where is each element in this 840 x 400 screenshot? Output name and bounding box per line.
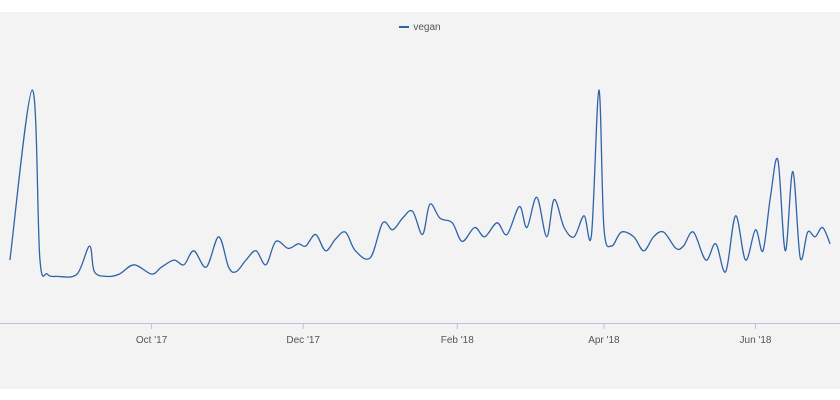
data-point[interactable] xyxy=(571,234,577,240)
data-point[interactable] xyxy=(333,236,339,242)
data-point[interactable] xyxy=(524,224,530,230)
data-point[interactable] xyxy=(651,234,657,240)
data-point[interactable] xyxy=(581,213,587,219)
data-point[interactable] xyxy=(790,169,796,175)
legend[interactable]: vegan xyxy=(0,22,840,33)
data-point[interactable] xyxy=(544,234,550,240)
x-tick-label: Jun '18 xyxy=(740,335,772,346)
data-point[interactable] xyxy=(427,201,433,207)
data-point[interactable] xyxy=(723,269,729,275)
data-point[interactable] xyxy=(295,241,301,247)
data-point[interactable] xyxy=(743,257,749,263)
data-point[interactable] xyxy=(588,231,594,237)
data-point[interactable] xyxy=(313,231,319,237)
data-point[interactable] xyxy=(159,264,165,270)
data-point[interactable] xyxy=(104,273,110,279)
series-line-vegan[interactable] xyxy=(9,89,831,278)
data-point[interactable] xyxy=(631,234,637,240)
x-tick-label: Dec '17 xyxy=(286,335,320,346)
data-point[interactable] xyxy=(149,271,155,277)
data-point[interactable] xyxy=(29,87,35,93)
data-point[interactable] xyxy=(323,248,329,254)
data-point[interactable] xyxy=(690,229,696,235)
data-point[interactable] xyxy=(203,264,209,270)
legend-label: vegan xyxy=(413,22,441,33)
legend-swatch xyxy=(399,26,410,29)
data-point[interactable] xyxy=(459,238,465,244)
data-point[interactable] xyxy=(419,231,425,237)
data-point[interactable] xyxy=(243,257,249,263)
data-point[interactable] xyxy=(618,229,624,235)
data-point[interactable] xyxy=(760,248,766,254)
data-point[interactable] xyxy=(812,234,818,240)
data-point[interactable] xyxy=(449,220,455,226)
x-tick-label: Feb '18 xyxy=(441,335,474,346)
data-point[interactable] xyxy=(233,269,239,275)
data-point[interactable] xyxy=(561,224,567,230)
data-point[interactable] xyxy=(86,243,92,249)
data-point[interactable] xyxy=(516,204,522,210)
data-point[interactable] xyxy=(390,227,396,233)
data-point[interactable] xyxy=(775,157,781,163)
data-point[interactable] xyxy=(767,194,773,200)
data-point[interactable] xyxy=(352,248,358,254)
data-point[interactable] xyxy=(400,215,406,221)
data-point[interactable] xyxy=(216,234,222,240)
data-point[interactable] xyxy=(437,215,443,221)
data-point[interactable] xyxy=(601,224,607,230)
data-point[interactable] xyxy=(703,257,709,263)
data-point[interactable] xyxy=(504,231,510,237)
chart-panel xyxy=(0,12,840,389)
data-point[interactable] xyxy=(91,269,97,275)
data-point[interactable] xyxy=(74,271,80,277)
data-point[interactable] xyxy=(680,243,686,249)
data-point[interactable] xyxy=(608,243,614,249)
data-point[interactable] xyxy=(472,224,478,230)
data-point[interactable] xyxy=(820,224,826,230)
data-point[interactable] xyxy=(131,262,137,268)
data-point[interactable] xyxy=(44,271,50,277)
data-point[interactable] xyxy=(226,264,232,270)
data-point[interactable] xyxy=(733,213,739,219)
data-point[interactable] xyxy=(534,194,540,200)
data-point[interactable] xyxy=(191,248,197,254)
x-tick-label: Oct '17 xyxy=(136,335,168,346)
data-point[interactable] xyxy=(285,245,291,251)
data-point[interactable] xyxy=(116,271,122,277)
data-point[interactable] xyxy=(54,273,60,279)
data-point[interactable] xyxy=(410,208,416,214)
data-point[interactable] xyxy=(661,229,667,235)
data-point[interactable] xyxy=(181,262,187,268)
x-tick-label: Apr '18 xyxy=(588,335,620,346)
data-point[interactable] xyxy=(380,220,386,226)
data-point[interactable] xyxy=(263,262,269,268)
data-point[interactable] xyxy=(641,248,647,254)
data-point[interactable] xyxy=(37,255,43,261)
data-point[interactable] xyxy=(782,248,788,254)
data-point[interactable] xyxy=(367,255,373,261)
data-point[interactable] xyxy=(273,238,279,244)
data-point[interactable] xyxy=(713,241,719,247)
data-point[interactable] xyxy=(494,220,500,226)
data-point[interactable] xyxy=(753,227,759,233)
data-point[interactable] xyxy=(253,248,259,254)
data-point[interactable] xyxy=(7,257,13,263)
data-point[interactable] xyxy=(805,229,811,235)
data-point[interactable] xyxy=(482,234,488,240)
data-point[interactable] xyxy=(551,197,557,203)
data-point[interactable] xyxy=(596,87,602,93)
data-point[interactable] xyxy=(673,245,679,251)
data-point[interactable] xyxy=(342,229,348,235)
data-point[interactable] xyxy=(827,241,833,247)
data-point[interactable] xyxy=(303,243,309,249)
data-point[interactable] xyxy=(797,255,803,261)
data-point[interactable] xyxy=(171,257,177,263)
